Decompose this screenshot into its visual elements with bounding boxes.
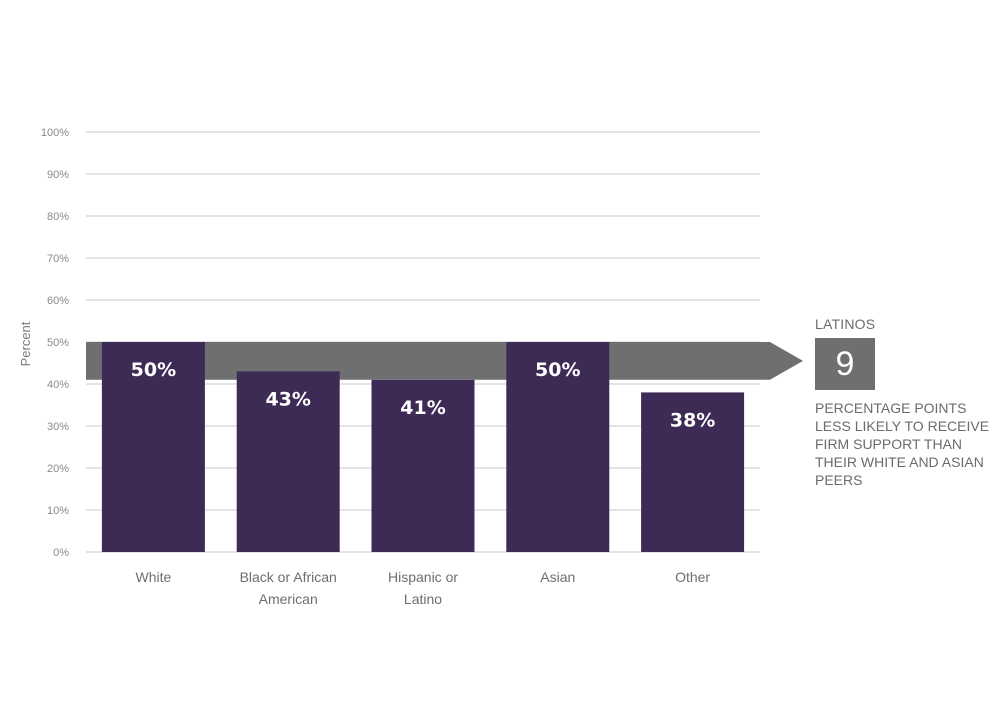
bar [641, 392, 745, 552]
bar-value-label: 50% [131, 359, 176, 381]
x-category-label: Hispanic or [388, 569, 458, 585]
y-tick-label: 90% [47, 169, 69, 181]
callout-number: 9 [835, 344, 855, 383]
gap-arrow-band [86, 342, 803, 380]
bar [101, 342, 205, 552]
x-category-label: Asian [540, 569, 575, 585]
x-category-label: Latino [404, 591, 442, 607]
y-tick-label: 50% [47, 337, 69, 349]
callout-text: PERCENTAGE POINTS LESS LIKELY TO RECEIVE… [815, 400, 990, 488]
y-tick-label: 80% [47, 211, 69, 223]
y-tick-label: 10% [47, 505, 69, 517]
bar-value-label: 41% [400, 397, 445, 419]
callout: LATINOS 9 PERCENTAGE POINTS LESS LIKELY … [815, 316, 995, 489]
y-tick-label: 0% [53, 547, 69, 559]
y-tick-label: 100% [41, 127, 69, 139]
y-tick-label: 60% [47, 295, 69, 307]
bar [371, 379, 475, 552]
y-tick-label: 20% [47, 463, 69, 475]
x-category-label: White [136, 569, 172, 585]
callout-title: LATINOS [815, 316, 876, 332]
x-category-label: Other [675, 569, 710, 585]
y-tick-label: 30% [47, 421, 69, 433]
bar-value-label: 43% [265, 388, 310, 410]
y-tick-label: 40% [47, 379, 69, 391]
y-tick-label: 70% [47, 253, 69, 265]
x-category-label: Black or African [240, 569, 337, 585]
bar-value-label: 50% [535, 359, 580, 381]
callout-number-box: 9 [815, 338, 875, 390]
bar-value-label: 38% [670, 409, 715, 431]
bar [506, 342, 610, 552]
bar [236, 371, 340, 552]
y-axis-title: Percent [18, 321, 33, 366]
x-category-label: American [259, 591, 318, 607]
